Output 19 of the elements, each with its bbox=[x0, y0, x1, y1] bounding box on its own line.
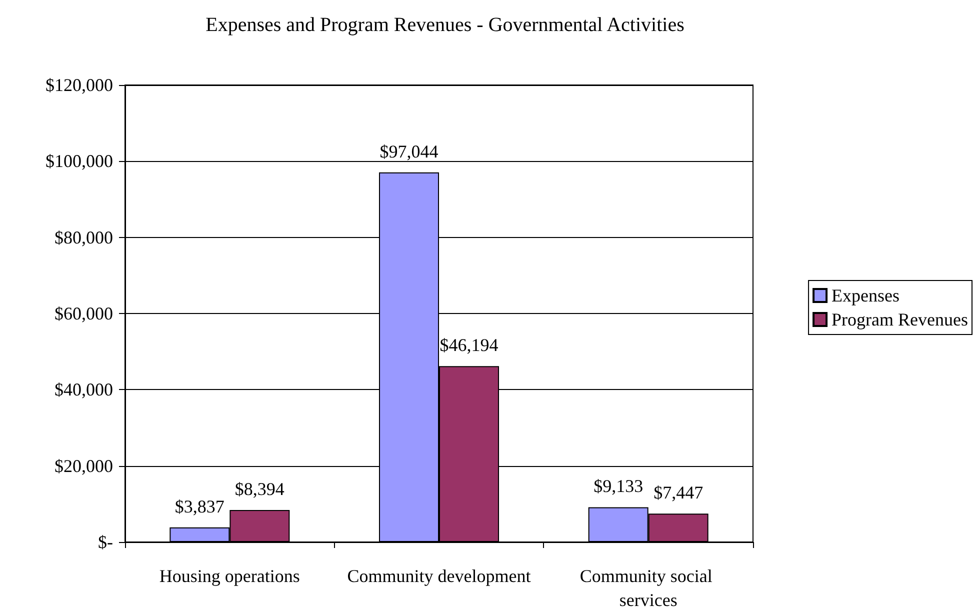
legend-label: Expenses bbox=[832, 286, 900, 306]
data-label: $97,044 bbox=[380, 141, 438, 162]
data-label: $3,837 bbox=[174, 496, 224, 516]
x-tick-label: Community development bbox=[347, 566, 531, 586]
data-label: $8,394 bbox=[234, 479, 284, 500]
y-tick-label: $100,000 bbox=[46, 151, 113, 172]
data-label: $9,133 bbox=[594, 476, 644, 496]
y-tick-label: $80,000 bbox=[54, 227, 113, 248]
y-tick-label: $40,000 bbox=[54, 380, 113, 400]
chart-title: Expenses and Program Revenues - Governmental Activities bbox=[206, 14, 685, 36]
legend-label: Program Revenues bbox=[832, 310, 968, 330]
x-tick-label: Housing operations bbox=[159, 566, 300, 586]
y-tick-label: $20,000 bbox=[54, 456, 113, 476]
data-label: $7,447 bbox=[654, 482, 704, 503]
y-tick-label: $- bbox=[98, 532, 113, 552]
y-tick-label: $60,000 bbox=[54, 304, 113, 324]
y-tick-label: $120,000 bbox=[46, 75, 113, 95]
data-label: $46,194 bbox=[440, 335, 498, 356]
x-tick-label: Community social services bbox=[580, 566, 717, 610]
